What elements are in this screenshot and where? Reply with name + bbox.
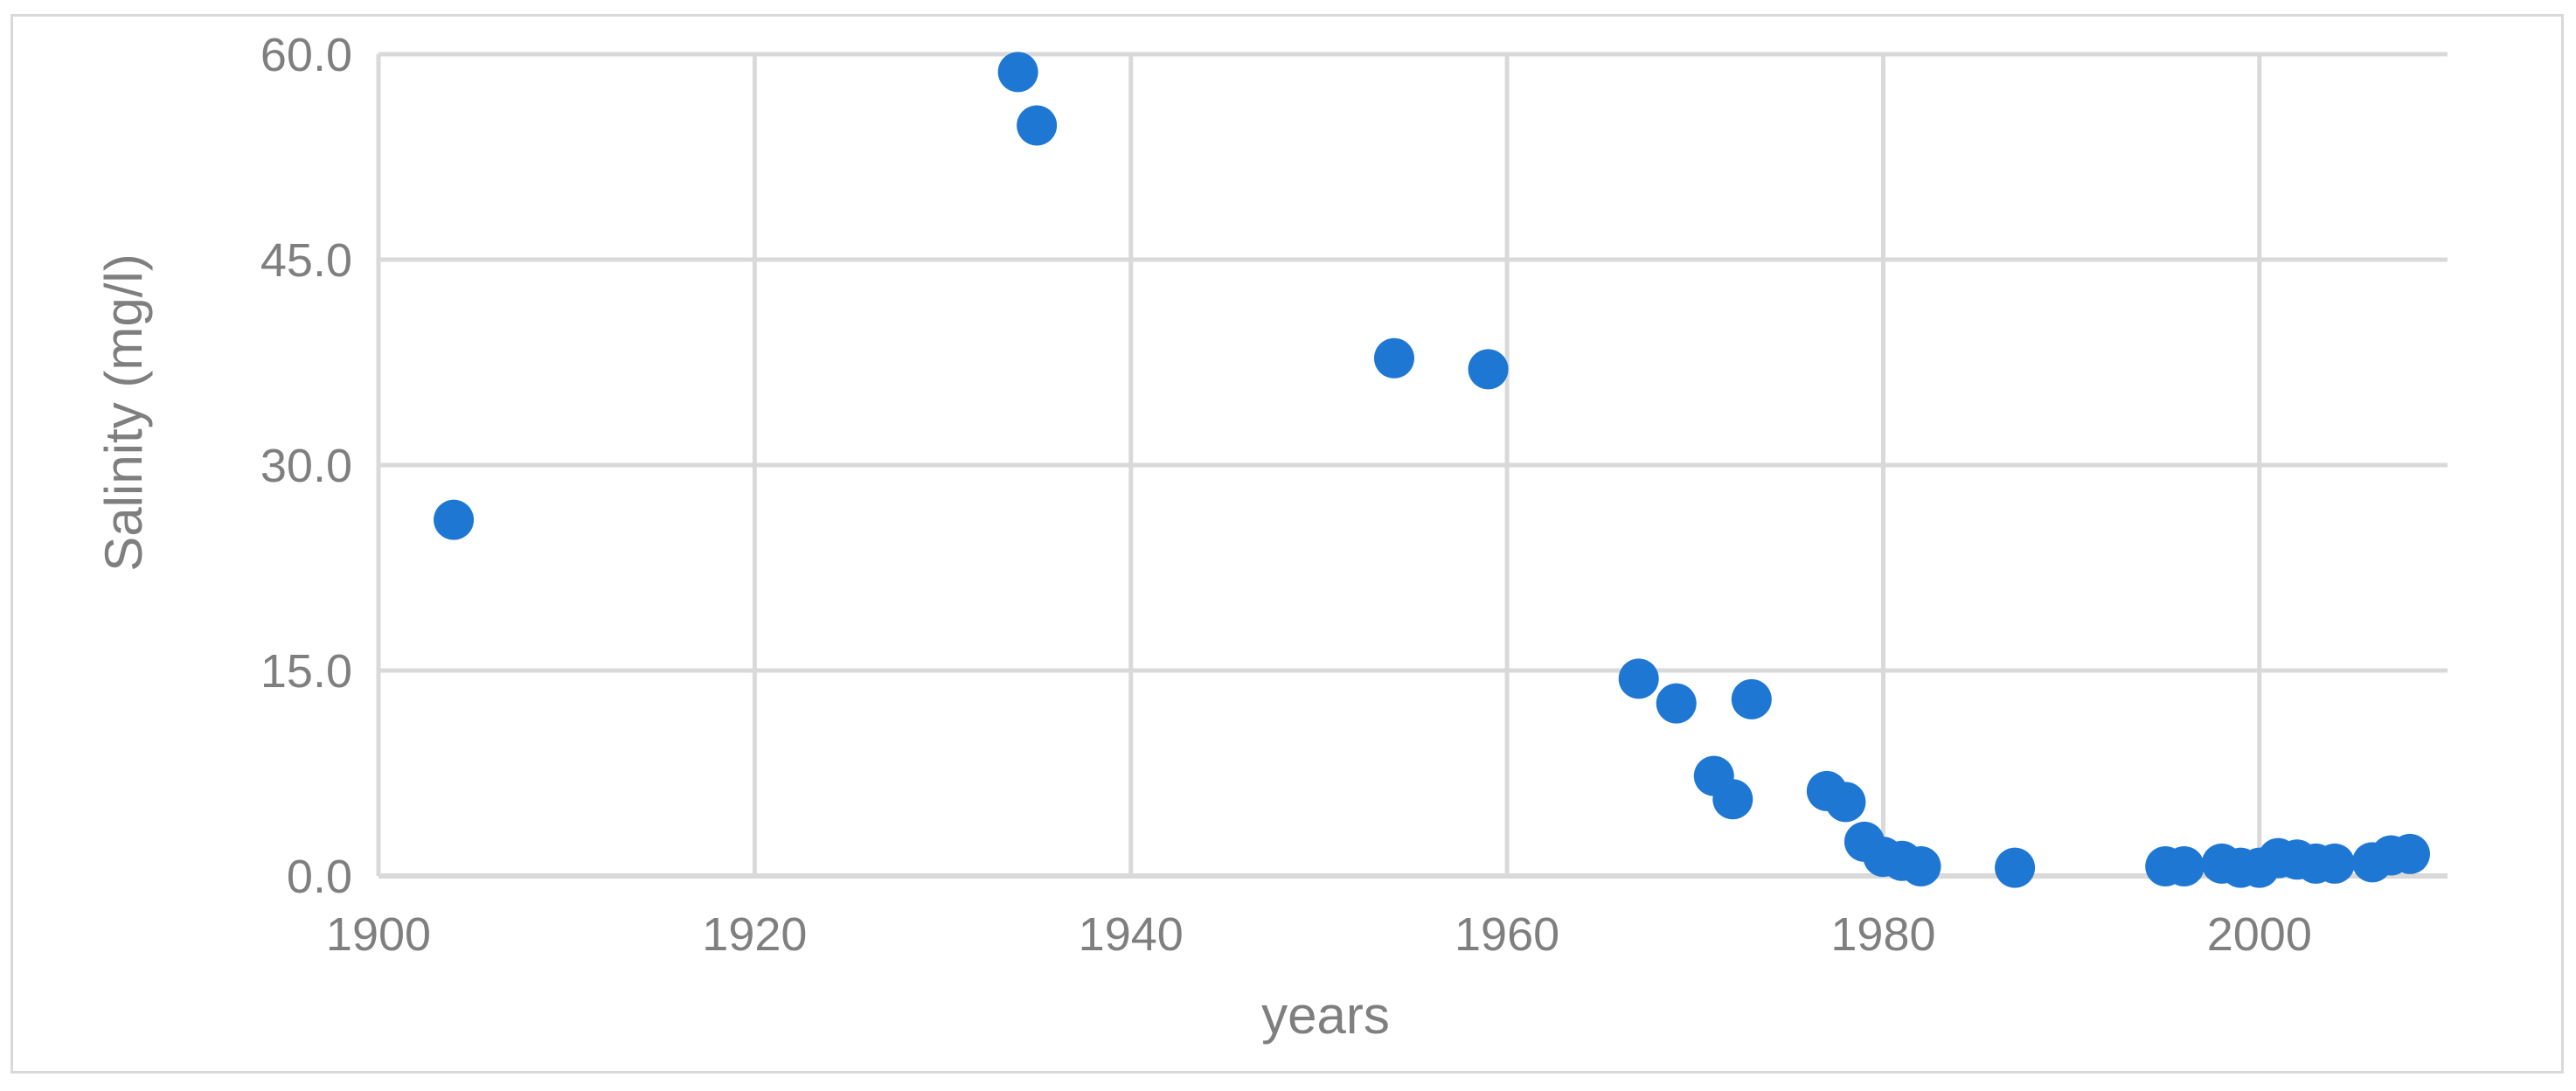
chart-frame: [10, 14, 2564, 1074]
y-axis-title: Salinity (mg/l): [94, 254, 153, 571]
data-point: [434, 499, 475, 540]
data-points: [434, 52, 2430, 888]
grid-lines: [376, 52, 2448, 879]
data-point: [2389, 833, 2430, 874]
x-tick-label: 1920: [702, 908, 807, 961]
x-tick-label: 1900: [326, 908, 431, 961]
x-axis-title: years: [1261, 986, 1390, 1045]
data-point: [1825, 782, 1866, 823]
data-point: [1900, 846, 1941, 887]
data-point: [2314, 843, 2355, 884]
y-tick-label: 45.0: [260, 234, 352, 287]
data-point: [997, 52, 1038, 93]
data-point: [1017, 105, 1058, 146]
x-tick-label: 1980: [1830, 908, 1935, 961]
x-tick-label: 1960: [1455, 908, 1559, 961]
y-axis-ticks: 0.0 15.0 30.0 45.0 60.0: [260, 29, 352, 903]
data-point: [1468, 349, 1509, 390]
data-point: [1995, 847, 2036, 888]
x-tick-label: 1940: [1079, 908, 1184, 961]
data-point: [1373, 337, 1414, 379]
y-tick-label: 0.0: [287, 851, 352, 903]
x-tick-label: 2000: [2207, 908, 2312, 961]
data-point: [1731, 678, 1772, 719]
data-point: [1712, 779, 1753, 820]
y-tick-label: 60.0: [260, 29, 352, 81]
data-point: [1656, 683, 1697, 724]
data-point: [2163, 846, 2205, 887]
y-tick-label: 30.0: [260, 440, 352, 492]
data-point: [1618, 658, 1659, 699]
x-axis-ticks: 1900 1920 1940 1960 1980 2000: [326, 908, 2312, 961]
y-tick-label: 15.0: [260, 645, 352, 698]
